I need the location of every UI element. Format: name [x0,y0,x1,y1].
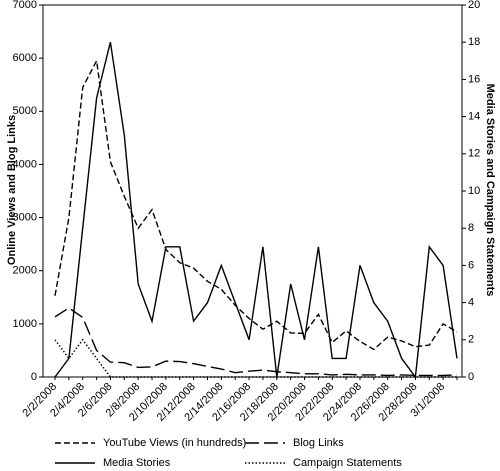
y2-tick-label: 4 [468,297,474,309]
y-tick-label: 5000 [13,105,37,117]
y2-axis-title: Media Stories and Campaign Statements [484,84,496,297]
y-tick-label: 2000 [13,265,37,277]
y2-tick-label: 8 [468,222,474,234]
series-line [54,307,458,377]
y2-tick-label: 14 [468,111,480,123]
series-line [54,58,458,351]
y-tick-label: 7000 [13,0,37,11]
y2-tick-label: 20 [468,0,480,11]
series-line [54,338,457,378]
legend-label: Campaign Statements [293,457,402,469]
y2-tick-label: 10 [468,185,480,197]
legend-label: Blog Links [293,437,344,449]
y-tick-label: 1000 [13,318,37,330]
y-tick-label: 0 [31,371,37,383]
series-line [54,42,458,379]
legend-label: YouTube Views (in hundreds) [103,437,246,449]
legend-label: Media Stories [103,457,171,469]
y-tick-label: 6000 [13,52,37,64]
y2-tick-label: 18 [468,36,480,48]
y2-tick-label: 6 [468,259,474,271]
y-tick-label: 3000 [13,211,37,223]
y-tick-label: 4000 [13,158,37,170]
y-axis-title: Online Views and Blog Links [6,115,18,265]
y2-tick-label: 0 [468,371,474,383]
y2-tick-label: 12 [468,148,480,160]
y2-tick-label: 2 [468,334,474,346]
y2-tick-label: 16 [468,73,480,85]
